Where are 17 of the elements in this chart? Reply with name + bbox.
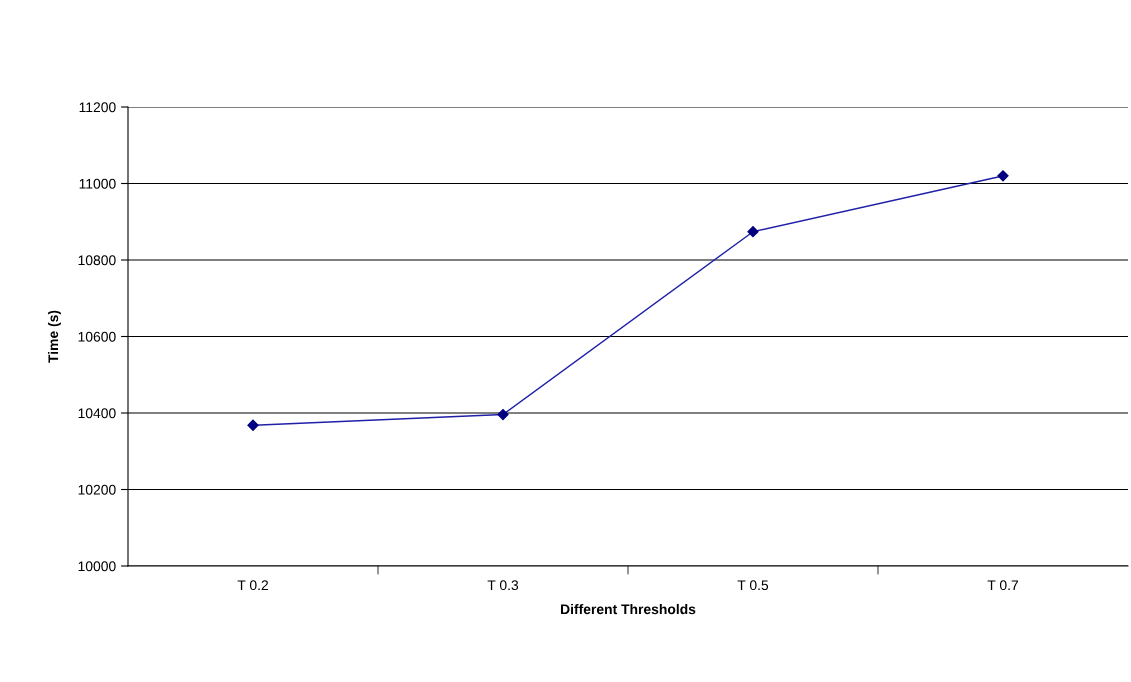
point xyxy=(497,408,509,421)
y-tick-label: 10200 xyxy=(78,484,116,495)
x-axis-title: Different Thresholds xyxy=(561,603,696,615)
x-tick-label: T 0.5 xyxy=(737,580,769,591)
point xyxy=(997,170,1009,182)
point xyxy=(247,419,259,431)
y-tick-label: 10600 xyxy=(78,331,116,342)
x-tick-label: T 0.2 xyxy=(237,580,269,591)
y-tick-label: 10000 xyxy=(78,561,116,572)
point xyxy=(747,226,759,238)
y-axis-title: Time (s) xyxy=(47,310,61,363)
y-tick-label: 10400 xyxy=(78,408,116,419)
y-tick-label: 11200 xyxy=(79,102,116,113)
x-tick-label: T 0.3 xyxy=(487,580,519,591)
y-tick-label: 11000 xyxy=(79,178,116,189)
x-tick-label: T 0.7 xyxy=(987,580,1019,591)
y-tick-label: 10800 xyxy=(78,255,116,266)
